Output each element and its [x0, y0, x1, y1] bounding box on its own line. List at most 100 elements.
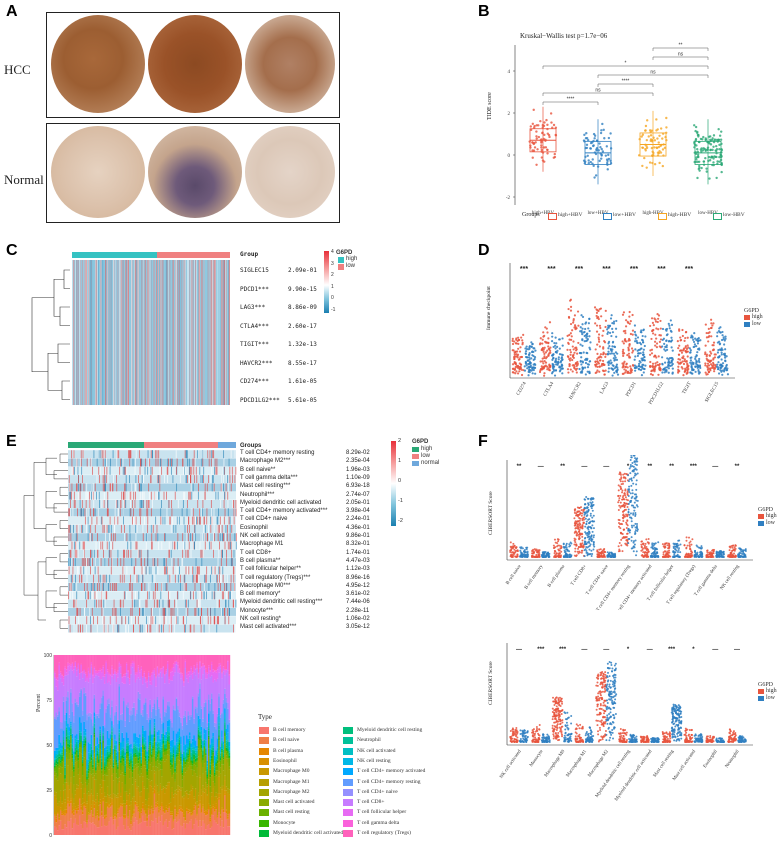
f-point [618, 473, 621, 476]
b-point [699, 148, 703, 151]
d-point [567, 371, 570, 374]
f-point [564, 724, 567, 727]
d-point [685, 330, 688, 334]
d-point [718, 342, 722, 345]
d-point [543, 334, 546, 337]
f-point [581, 525, 584, 528]
f-point [715, 739, 718, 742]
d-point [577, 341, 580, 345]
f-point [543, 551, 546, 554]
f-point [619, 506, 622, 509]
c-scale-bar [324, 251, 329, 313]
f-point [642, 551, 645, 554]
d-point [723, 368, 726, 372]
f-point [516, 731, 519, 734]
d-point [552, 353, 555, 356]
f-point [693, 555, 696, 558]
f-point [636, 499, 639, 502]
f-point [564, 736, 567, 739]
f-point [526, 551, 529, 554]
d-point [600, 315, 603, 318]
d-point [712, 322, 715, 325]
b-point [696, 150, 700, 153]
d-point [720, 363, 723, 366]
d-point [514, 366, 517, 369]
d-point [706, 365, 709, 368]
b-point [711, 163, 714, 167]
d-point [628, 356, 632, 359]
f-point [630, 455, 633, 456]
f-group [683, 727, 704, 743]
f-point [552, 733, 555, 736]
f-point [626, 532, 629, 535]
b-point [529, 128, 533, 132]
b-point [586, 138, 590, 142]
d-point [622, 354, 625, 357]
d-point [633, 366, 636, 369]
f-point [557, 735, 560, 738]
b-point [602, 128, 605, 132]
b-point [594, 174, 598, 177]
f-point [590, 534, 593, 537]
f-point [617, 545, 620, 548]
d-point [695, 345, 698, 348]
d-point [608, 352, 612, 355]
f-point [526, 546, 529, 549]
d-point [549, 346, 552, 349]
f-point [744, 549, 747, 552]
d-point [531, 372, 534, 375]
bar-ytick: 100 [44, 653, 53, 659]
f-point [544, 737, 547, 740]
b-point [585, 143, 589, 147]
f-point [642, 738, 645, 741]
type-legend-item: Eosinophil [273, 757, 297, 764]
d-point [530, 345, 533, 348]
e-legend-swatch [412, 454, 419, 459]
d-point [528, 358, 531, 361]
d-legend-high-swatch [744, 315, 750, 320]
b-sig-bracket [542, 101, 599, 105]
f-group [531, 548, 551, 558]
b-point [712, 161, 715, 164]
f-point [536, 555, 539, 558]
c-legend-high-swatch [338, 257, 344, 263]
d-point [581, 344, 584, 347]
d-point [569, 332, 572, 335]
groups-legend-title: Groups [522, 212, 540, 218]
d-point [551, 358, 554, 361]
f-point [531, 552, 534, 555]
b-point [600, 147, 603, 151]
f-point [602, 709, 605, 712]
d-point [723, 339, 726, 342]
d-point [676, 361, 679, 364]
f-point [632, 512, 635, 515]
f-point [656, 552, 659, 555]
d-point [723, 352, 727, 355]
f-point [588, 522, 591, 525]
d-point [586, 370, 589, 373]
f-point [606, 683, 609, 686]
d-point [677, 365, 680, 368]
f-group [573, 496, 596, 558]
d-point [709, 359, 712, 363]
f-point [694, 734, 697, 737]
f-group [552, 538, 573, 558]
f-point [635, 483, 638, 486]
d-point [566, 355, 570, 358]
d-point [546, 331, 549, 334]
f-point [709, 736, 712, 739]
f-top-legend-title: G6PD [758, 507, 774, 513]
b-point [701, 138, 704, 141]
b-point [589, 160, 592, 164]
d-point [696, 337, 699, 341]
d-point [629, 365, 632, 368]
f-point [588, 736, 591, 739]
f-group [531, 724, 551, 743]
f-point [541, 740, 544, 743]
f-point [733, 739, 736, 742]
d-point [724, 335, 727, 338]
d-point [639, 352, 642, 355]
f-point [685, 536, 688, 539]
f-point [583, 540, 586, 543]
f-group [618, 728, 638, 743]
